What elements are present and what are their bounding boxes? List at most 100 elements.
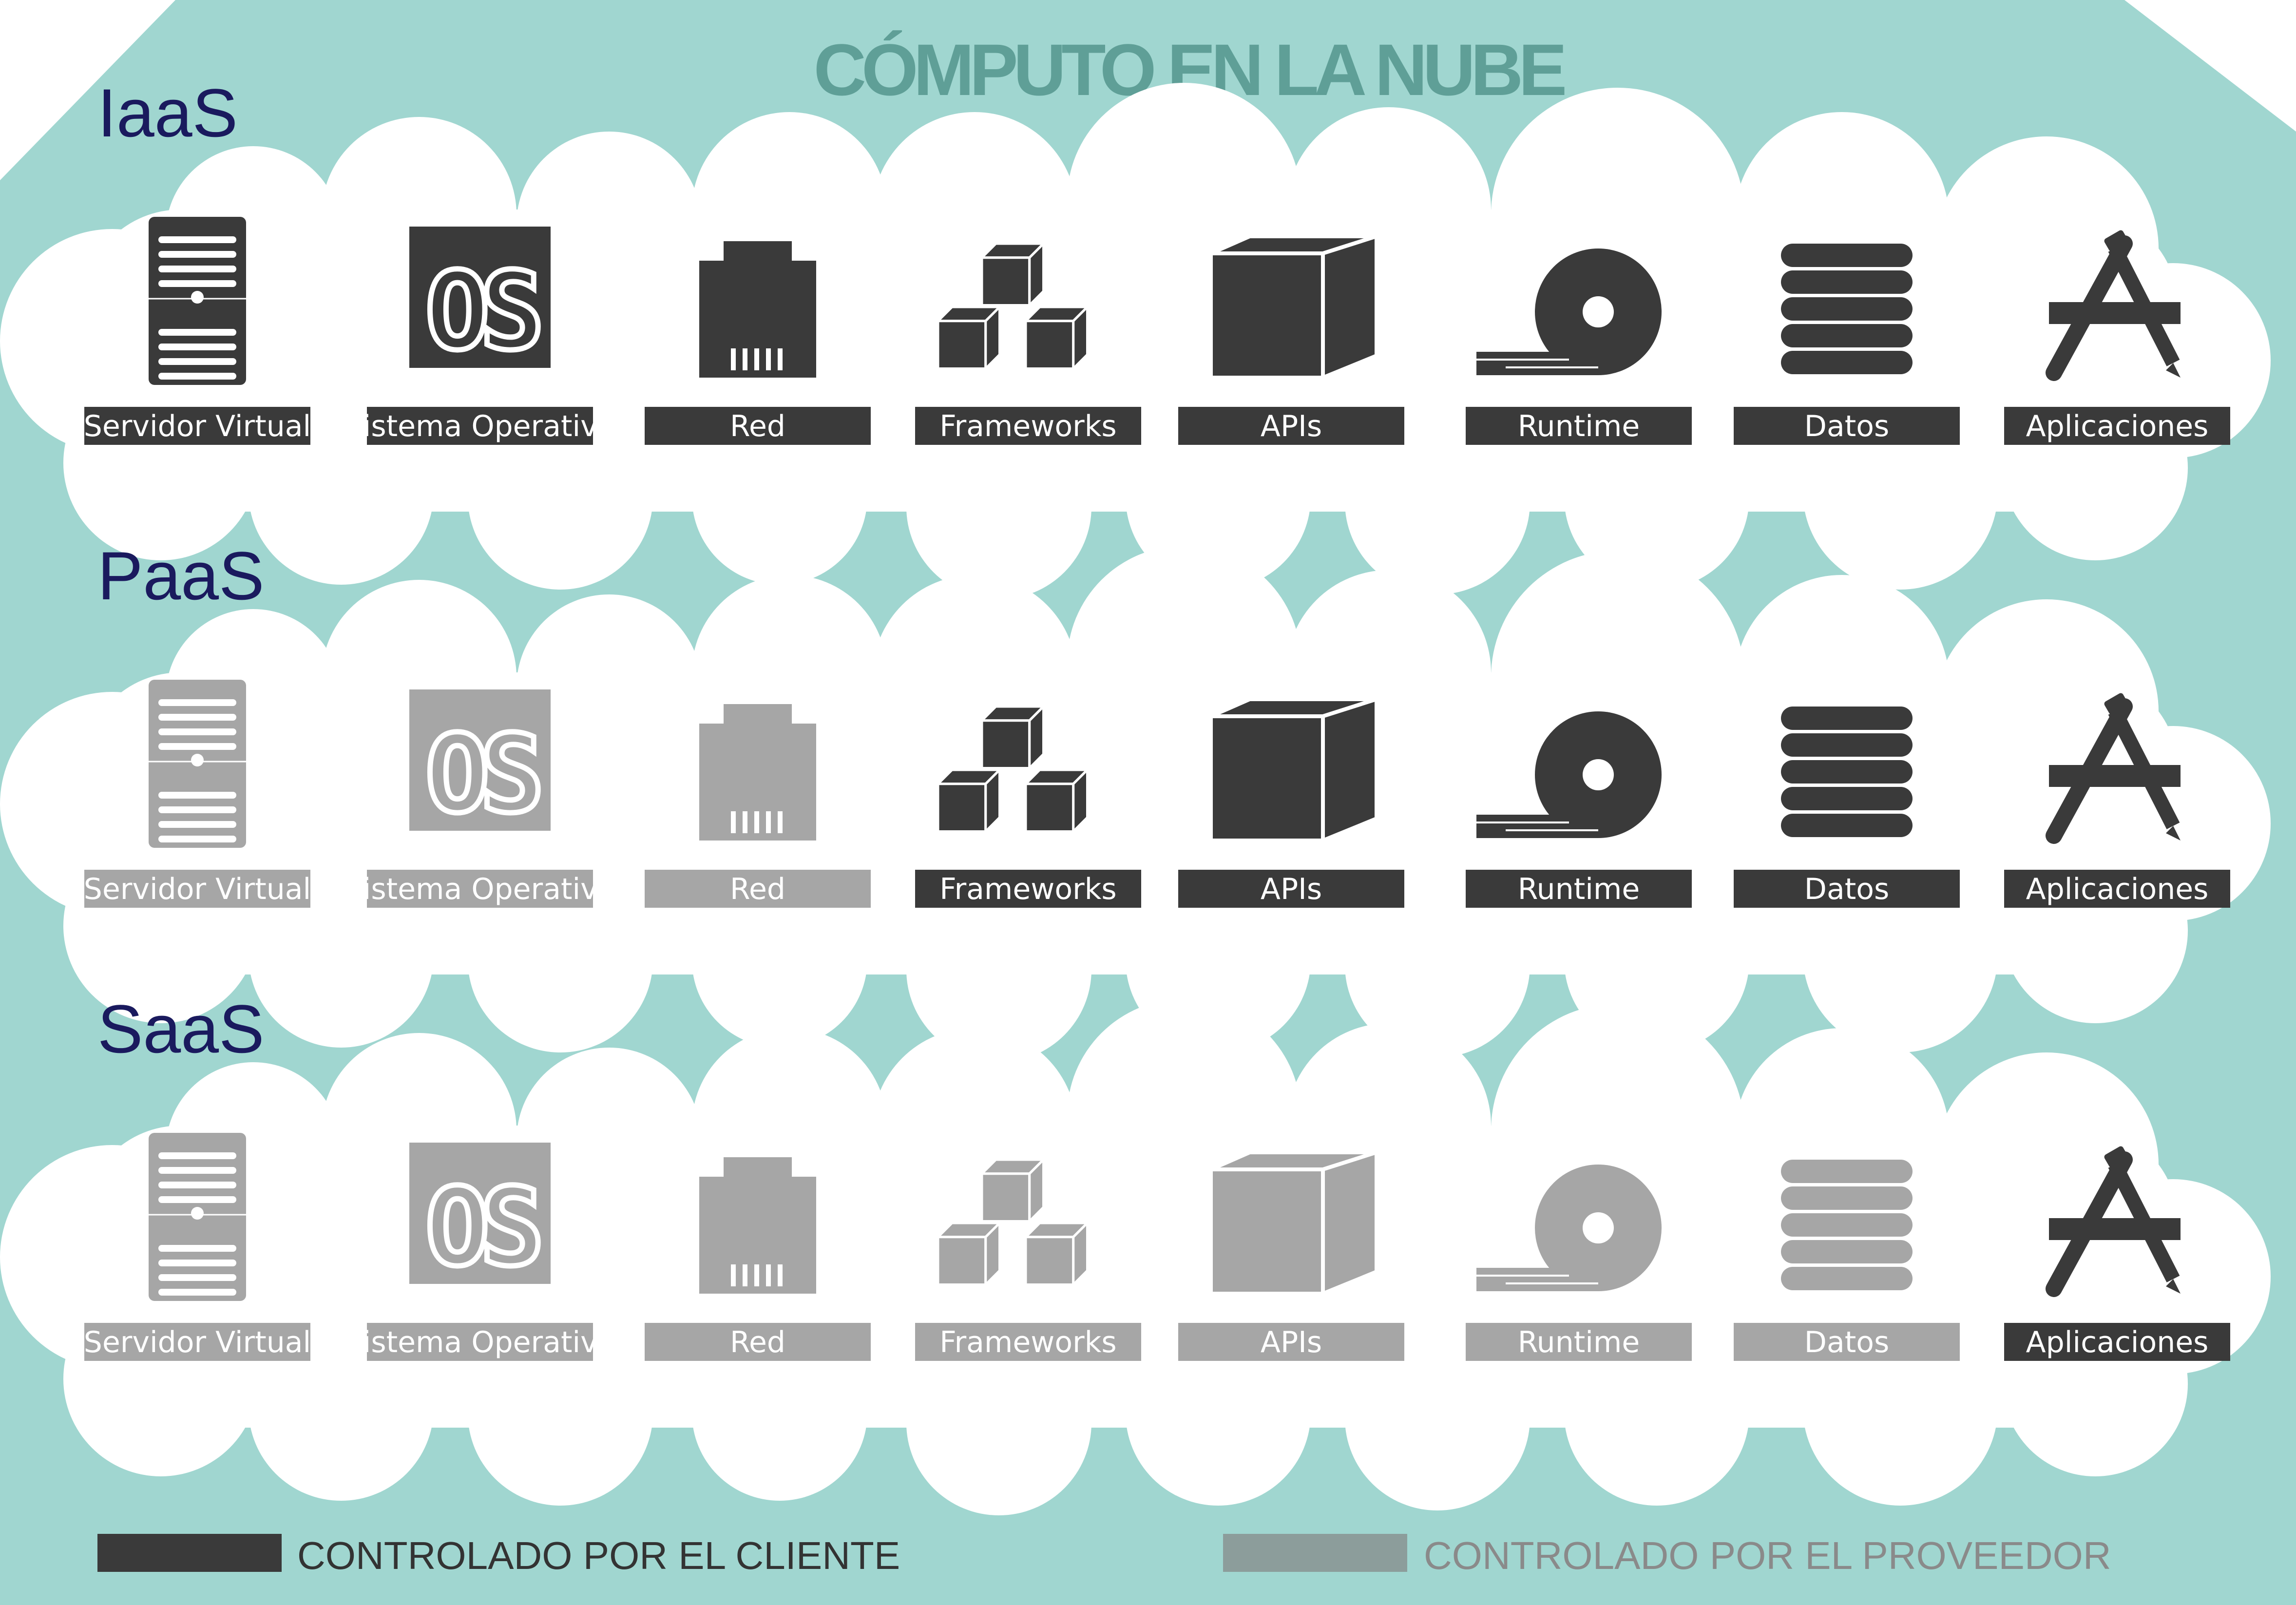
cloud-shape bbox=[0, 83, 2271, 599]
component-red: Red bbox=[645, 704, 871, 908]
component-frameworks: Frameworks bbox=[915, 1156, 1141, 1361]
box-icon bbox=[1209, 233, 1378, 381]
cubes-icon bbox=[935, 240, 1091, 372]
model-title: PaaS bbox=[97, 537, 264, 614]
component-label: Datos bbox=[1804, 409, 1889, 443]
component-frameworks: Frameworks bbox=[915, 240, 1141, 445]
component-label-bar bbox=[1734, 870, 1960, 908]
model-title: SaaS bbox=[97, 991, 264, 1067]
component-runtime: Runtime bbox=[1466, 1165, 1692, 1361]
component-label-bar bbox=[84, 407, 310, 445]
component-label: Sistema Operativo bbox=[344, 872, 616, 906]
component-label: Sistema Operativo bbox=[344, 1325, 616, 1359]
reel-icon bbox=[1476, 711, 1662, 838]
component-label: APIs bbox=[1261, 872, 1322, 906]
app-store-icon bbox=[2046, 230, 2181, 381]
component-label-bar bbox=[1734, 1323, 1960, 1361]
component-label-bar bbox=[915, 1323, 1141, 1361]
component-label-bar bbox=[645, 1323, 871, 1361]
component-label-bar bbox=[1178, 407, 1404, 445]
component-label: Frameworks bbox=[939, 1325, 1116, 1359]
model-row-iaas: IaaS Servidor Virtual OS Sistema Operativo R… bbox=[0, 75, 2271, 599]
server-icon bbox=[149, 217, 246, 385]
component-aplicaciones: Aplicaciones bbox=[2004, 1146, 2230, 1361]
app-store-icon bbox=[2046, 1146, 2181, 1297]
component-label-bar bbox=[84, 870, 310, 908]
server-icon bbox=[149, 680, 246, 848]
component-servidor-virtual: Servidor Virtual bbox=[84, 217, 311, 445]
cubes-icon bbox=[935, 1156, 1091, 1288]
component-label-bar bbox=[84, 1323, 310, 1361]
model-row-saas: SaaS Servidor Virtual OS Sistema Operativo R… bbox=[0, 991, 2271, 1515]
cloud-shape bbox=[0, 546, 2271, 1062]
component-label-bar bbox=[1734, 407, 1960, 445]
component-label: Aplicaciones bbox=[2026, 1325, 2209, 1359]
component-label: Sistema Operativo bbox=[344, 409, 616, 443]
box-icon bbox=[1209, 1149, 1378, 1297]
component-label: Servidor Virtual bbox=[84, 1325, 311, 1359]
network-port-icon bbox=[699, 1157, 816, 1294]
network-port-icon bbox=[699, 704, 816, 841]
component-label-bar bbox=[1178, 870, 1404, 908]
component-label-bar bbox=[645, 407, 871, 445]
component-label: Runtime bbox=[1518, 872, 1640, 906]
box-icon bbox=[1209, 696, 1378, 843]
component-label-bar bbox=[1466, 407, 1692, 445]
component-label: APIs bbox=[1261, 409, 1322, 443]
component-label: APIs bbox=[1261, 1325, 1322, 1359]
reel-icon bbox=[1476, 248, 1662, 375]
component-label: Frameworks bbox=[939, 409, 1116, 443]
component-label: Aplicaciones bbox=[2026, 409, 2209, 443]
legend-provider-label: CONTROLADO POR EL PROVEEDOR bbox=[1424, 1534, 2111, 1577]
component-label-bar bbox=[2004, 870, 2230, 908]
component-label-bar bbox=[2004, 1323, 2230, 1361]
component-label: Aplicaciones bbox=[2026, 872, 2209, 906]
os-icon: OS bbox=[409, 1143, 551, 1293]
component-label: Datos bbox=[1804, 872, 1889, 906]
database-icon bbox=[1781, 244, 1913, 374]
legend: CONTROLADO POR EL CLIENTE CONTROLADO POR… bbox=[97, 1534, 2111, 1577]
component-datos: Datos bbox=[1734, 244, 1960, 445]
legend-client-label: CONTROLADO POR EL CLIENTE bbox=[297, 1534, 900, 1577]
cloud-shape bbox=[0, 999, 2271, 1515]
cubes-icon bbox=[935, 703, 1091, 835]
component-sistema-operativo: OS Sistema Operativo bbox=[344, 689, 616, 908]
network-port-icon bbox=[699, 241, 816, 378]
component-runtime: Runtime bbox=[1466, 248, 1692, 445]
service-models: IaaS Servidor Virtual OS Sistema Operativo R… bbox=[0, 75, 2271, 1515]
component-label: Red bbox=[730, 1325, 785, 1359]
component-label-bar bbox=[1178, 1323, 1404, 1361]
component-apis: APIs bbox=[1178, 233, 1404, 445]
reel-icon bbox=[1476, 1165, 1662, 1291]
component-label-bar bbox=[1466, 870, 1692, 908]
svg-text:OS: OS bbox=[425, 712, 538, 837]
component-runtime: Runtime bbox=[1466, 711, 1692, 908]
component-red: Red bbox=[645, 1157, 871, 1361]
component-aplicaciones: Aplicaciones bbox=[2004, 230, 2230, 445]
svg-text:OS: OS bbox=[425, 1165, 538, 1290]
component-servidor-virtual: Servidor Virtual bbox=[84, 680, 311, 908]
legend-client-swatch bbox=[97, 1534, 282, 1572]
component-aplicaciones: Aplicaciones bbox=[2004, 693, 2230, 908]
component-label-bar bbox=[1466, 1323, 1692, 1361]
component-label-bar bbox=[915, 407, 1141, 445]
svg-text:OS: OS bbox=[425, 249, 538, 374]
component-label-bar bbox=[2004, 407, 2230, 445]
model-row-paas: PaaS Servidor Virtual OS Sistema Operativo R… bbox=[0, 537, 2271, 1062]
component-label: Runtime bbox=[1518, 409, 1640, 443]
component-label: Red bbox=[730, 872, 785, 906]
app-store-icon bbox=[2046, 693, 2181, 844]
component-label-bar bbox=[915, 870, 1141, 908]
component-datos: Datos bbox=[1734, 1160, 1960, 1361]
component-label: Runtime bbox=[1518, 1325, 1640, 1359]
model-title: IaaS bbox=[97, 75, 238, 151]
component-sistema-operativo: OS Sistema Operativo bbox=[344, 227, 616, 445]
database-icon bbox=[1781, 1160, 1913, 1290]
component-label-bar bbox=[367, 1323, 593, 1361]
component-sistema-operativo: OS Sistema Operativo bbox=[344, 1143, 616, 1361]
component-red: Red bbox=[645, 241, 871, 445]
component-label-bar bbox=[367, 407, 593, 445]
os-icon: OS bbox=[409, 689, 551, 840]
